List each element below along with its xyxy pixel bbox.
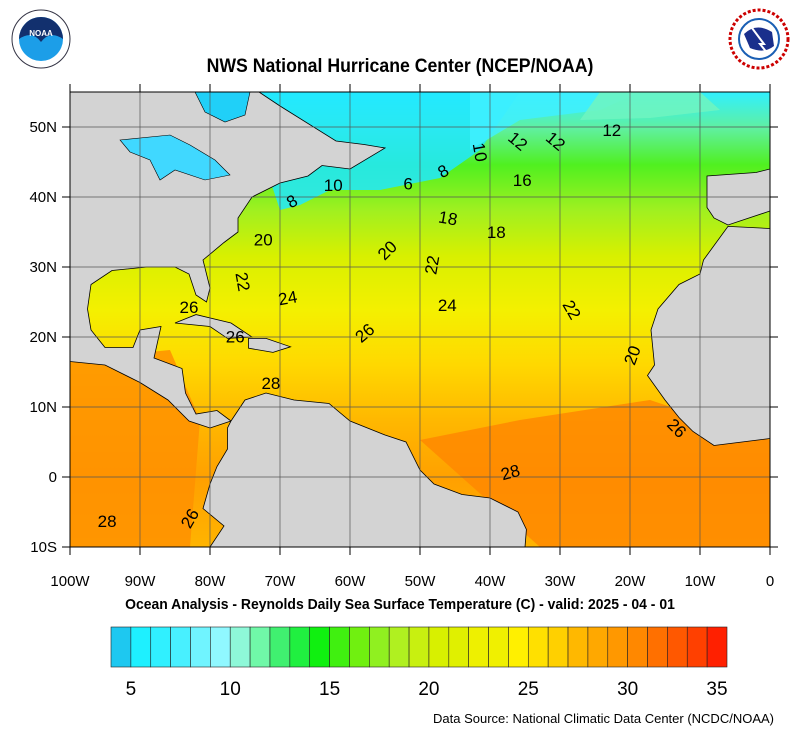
colorbar-swatch [567, 626, 589, 668]
contour-label: 28 [98, 512, 117, 531]
lon-tick-label: 70W [265, 573, 297, 590]
lon-tick-label: 90W [125, 573, 157, 590]
colorbar-swatch [269, 626, 291, 668]
colorbar-swatch [170, 626, 191, 668]
contour-label: 16 [513, 171, 532, 190]
colorbar-swatch [667, 626, 688, 668]
colorbar-swatch [210, 626, 231, 668]
colorbar-label: 20 [418, 679, 439, 700]
lon-tick-label: 20W [615, 573, 647, 590]
colorbar-swatch [289, 626, 311, 668]
hudson-bay [194, 92, 251, 123]
colorbar-swatch [130, 626, 152, 668]
map-subtitle: Ocean Analysis - Reynolds Daily Sea Surf… [125, 596, 675, 613]
contour-label: 24 [438, 296, 457, 315]
colorbar-label: 25 [518, 679, 539, 700]
colorbar-swatch [408, 626, 430, 668]
lon-tick-label: 10W [685, 573, 717, 590]
noaa-logo-text: NOAA [29, 29, 53, 38]
colorbar-swatch [349, 626, 370, 668]
sst-zone [580, 92, 720, 120]
colorbar-label: 10 [220, 679, 241, 700]
contour-label: 24 [277, 287, 299, 309]
colorbar-swatch [448, 626, 469, 668]
contour-label: 6 [403, 175, 412, 194]
colorbar-swatch [150, 626, 171, 668]
colorbar-swatch [369, 626, 390, 668]
colorbar-swatch [428, 626, 450, 668]
lat-tick-label: 50N [29, 119, 57, 136]
contour-label: 26 [180, 298, 199, 317]
colorbar-swatch [229, 626, 251, 668]
colorbar-swatch [249, 626, 271, 668]
colorbar-swatch [110, 626, 132, 668]
lat-tick-label: 30N [29, 259, 57, 276]
colorbar-swatch [488, 626, 509, 668]
lat-tick-label: 10S [30, 539, 57, 556]
contour-label: 26 [226, 327, 245, 346]
contour-label: 12 [602, 121, 621, 140]
lat-tick-label: 20N [29, 329, 57, 346]
colorbar-swatch [388, 626, 410, 668]
colorbar: 5 10 15 20 25 30 35 [110, 626, 728, 700]
lon-tick-label: 50W [405, 573, 437, 590]
colorbar-label: 5 [126, 679, 137, 700]
page-title: NWS National Hurricane Center (NCEP/NOAA… [206, 56, 594, 77]
colorbar-label: 30 [617, 679, 638, 700]
lon-tick-label: 60W [335, 573, 367, 590]
colorbar-swatch [587, 626, 609, 668]
contour-label: 20 [254, 231, 273, 250]
data-source: Data Source: National Climatic Data Cent… [433, 711, 774, 726]
contour-label: 18 [487, 223, 506, 242]
contour-label: 10 [469, 141, 491, 163]
lon-tick-label: 80W [195, 573, 227, 590]
contour-label: 22 [231, 271, 253, 293]
nws-logo [728, 8, 790, 70]
colorbar-swatch [190, 626, 211, 668]
colorbar-swatch [686, 626, 708, 668]
colorbar-swatch [627, 626, 648, 668]
great-lakes [119, 134, 231, 181]
colorbar-swatch [468, 626, 489, 668]
colorbar-swatch [329, 626, 350, 668]
lat-tick-label: 40N [29, 189, 57, 206]
colorbar-swatch [706, 626, 728, 668]
lat-tick-label: 10N [29, 399, 57, 416]
colorbar-label: 15 [319, 679, 340, 700]
contour-label: 18 [437, 207, 459, 229]
lon-tick-label: 30W [545, 573, 577, 590]
contour-label: 10 [324, 176, 343, 195]
lon-tick-label: 0 [766, 573, 774, 590]
lat-tick-label: 0 [49, 469, 57, 486]
colorbar-swatch [547, 626, 569, 668]
colorbar-swatch [607, 626, 628, 668]
contour-label: 28 [261, 374, 280, 393]
colorbar-label: 35 [706, 679, 727, 700]
contour-label: 28 [499, 461, 522, 484]
land-mass [70, 92, 387, 429]
noaa-logo: NOAA [11, 9, 71, 69]
colorbar-swatch [527, 626, 549, 668]
contour-label: 22 [421, 254, 443, 276]
colorbar-swatch [309, 626, 330, 668]
lon-tick-label: 40W [475, 573, 507, 590]
lon-tick-label: 100W [50, 573, 90, 590]
colorbar-swatch [647, 626, 668, 668]
colorbar-swatch [508, 626, 529, 668]
